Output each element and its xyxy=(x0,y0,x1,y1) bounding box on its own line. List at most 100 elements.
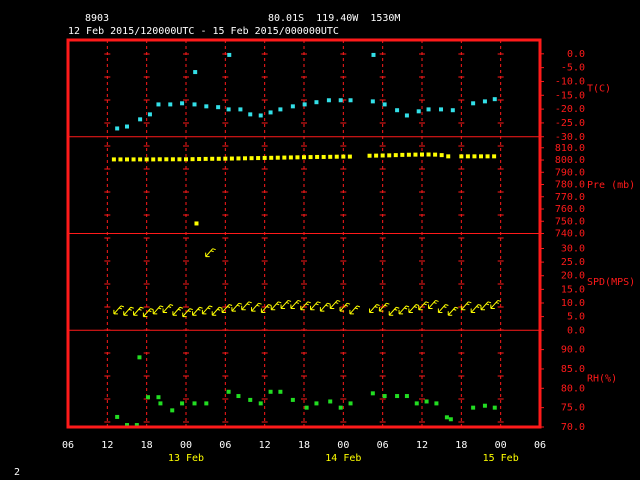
data-point xyxy=(184,157,188,162)
date-label: 15 Feb xyxy=(483,453,519,464)
wind-arrow xyxy=(319,302,331,312)
data-point xyxy=(420,152,424,157)
data-point xyxy=(465,154,470,159)
wind-arrow xyxy=(251,302,262,312)
panel-label: T(C) xyxy=(587,83,611,94)
data-point xyxy=(314,100,319,105)
y-tick-label: 10.0 xyxy=(561,298,585,309)
data-point xyxy=(290,104,295,109)
data-point xyxy=(226,389,231,394)
data-point xyxy=(115,126,120,131)
data-point xyxy=(444,415,449,420)
data-point xyxy=(347,154,352,159)
wind-arrow xyxy=(490,299,501,309)
data-point xyxy=(328,154,333,159)
x-tick-label: 06 xyxy=(534,440,546,451)
data-point xyxy=(326,98,331,103)
x-tick-label: 18 xyxy=(298,440,310,451)
data-point xyxy=(111,157,116,162)
data-point xyxy=(147,112,152,117)
data-point xyxy=(236,156,241,161)
wind-arrow xyxy=(205,248,216,258)
data-point xyxy=(413,152,418,157)
wind-arrow xyxy=(349,305,361,315)
x-tick-label: 06 xyxy=(62,440,74,451)
wind-arrow xyxy=(290,299,302,309)
data-point xyxy=(395,394,400,399)
data-point xyxy=(164,157,169,162)
y-tick-label: -10.0 xyxy=(555,76,585,87)
data-point xyxy=(258,401,263,406)
wind-arrow xyxy=(201,305,213,315)
data-point xyxy=(295,155,300,160)
y-tick-label: 0.0 xyxy=(567,325,585,336)
data-point xyxy=(248,112,253,117)
data-point xyxy=(236,394,241,399)
data-point xyxy=(302,102,307,107)
wind-arrow xyxy=(437,304,449,314)
wind-arrow xyxy=(388,306,400,316)
data-point xyxy=(321,154,326,159)
data-point xyxy=(338,98,343,103)
data-point xyxy=(400,152,405,157)
data-point xyxy=(131,157,136,162)
y-tick-label: -30.0 xyxy=(555,132,585,143)
data-point xyxy=(268,110,273,115)
data-point xyxy=(290,397,295,402)
y-tick-label: 85.0 xyxy=(561,364,585,375)
data-point xyxy=(227,52,232,57)
wind-arrow xyxy=(231,302,243,312)
wind-arrow xyxy=(447,306,459,316)
station-location: 80.01S 119.40W 1530M xyxy=(268,13,400,24)
x-tick-label: 06 xyxy=(377,440,389,451)
data-point xyxy=(156,102,161,107)
time-period: 12 Feb 2015/120000UTC - 15 Feb 2015/0000… xyxy=(68,26,339,37)
y-tick-label: 790.0 xyxy=(555,167,585,178)
data-point xyxy=(439,153,444,158)
data-point xyxy=(156,395,161,400)
panel-label: Pre (mb) xyxy=(587,180,635,191)
data-point xyxy=(393,153,398,158)
data-point xyxy=(238,107,243,112)
y-tick-label: 770.0 xyxy=(555,192,585,203)
data-point xyxy=(492,154,497,159)
data-point xyxy=(243,156,247,161)
y-tick-label: -15.0 xyxy=(555,90,585,101)
data-point xyxy=(168,102,173,107)
data-point xyxy=(404,394,409,399)
data-point xyxy=(471,405,476,410)
data-point xyxy=(115,414,120,419)
wind-arrow xyxy=(428,299,439,309)
data-point xyxy=(180,401,185,406)
wind-arrow xyxy=(142,308,154,318)
data-point xyxy=(288,155,293,160)
data-point xyxy=(334,154,339,159)
data-point xyxy=(482,99,487,104)
data-point xyxy=(278,107,283,112)
x-tick-label: 18 xyxy=(141,440,153,451)
y-tick-label: 810.0 xyxy=(555,143,585,154)
y-tick-label: 750.0 xyxy=(555,216,585,227)
station-id: 8903 xyxy=(85,13,109,24)
data-point xyxy=(282,155,287,160)
data-point xyxy=(382,102,387,107)
y-tick-label: 75.0 xyxy=(561,403,585,414)
wind-arrow xyxy=(133,306,144,316)
data-point xyxy=(137,355,142,360)
wind-arrow xyxy=(280,299,292,309)
wind-arrow xyxy=(329,299,341,309)
data-point xyxy=(248,397,253,402)
y-tick-label: 800.0 xyxy=(555,155,585,166)
data-point xyxy=(138,117,143,122)
data-point xyxy=(414,401,419,406)
data-point xyxy=(170,157,175,162)
data-point xyxy=(302,155,306,160)
data-point xyxy=(482,403,487,408)
data-point xyxy=(382,394,387,399)
x-tick-label: 00 xyxy=(337,440,349,451)
data-point xyxy=(216,105,221,110)
data-point xyxy=(348,98,353,103)
data-point xyxy=(134,423,139,428)
data-point xyxy=(190,157,195,162)
